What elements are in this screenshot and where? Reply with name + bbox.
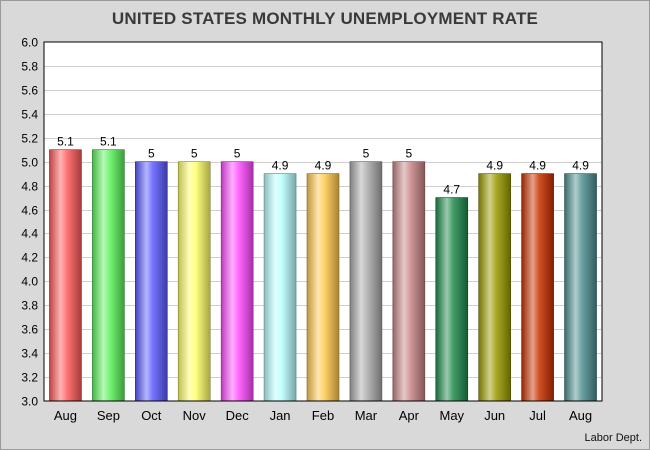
- data-label: 4.9: [272, 159, 289, 173]
- x-tick-label: Jul: [529, 408, 546, 423]
- x-tick-label: Aug: [54, 408, 77, 423]
- y-tick-label: 4.4: [21, 227, 38, 241]
- data-label: 4.7: [443, 183, 460, 197]
- y-tick-label: 4.6: [21, 204, 38, 218]
- data-label: 4.9: [529, 159, 546, 173]
- bar-mar-7: [349, 161, 383, 402]
- bar-nov-3: [177, 161, 211, 402]
- x-tick-label: Apr: [399, 408, 420, 423]
- bar-jul-11: [521, 173, 554, 402]
- data-label: 4.9: [486, 159, 503, 173]
- y-tick-label: 5.4: [21, 108, 38, 122]
- y-tick-label: 5.8: [21, 60, 38, 74]
- x-tick-label: Aug: [569, 408, 592, 423]
- data-label: 5: [148, 147, 155, 161]
- bars: [49, 149, 597, 402]
- y-tick-label: 6.0: [21, 36, 38, 50]
- plot-border: [43, 41, 603, 402]
- y-tick-label: 3.6: [21, 323, 38, 337]
- data-labels: 5.1 5.1 5 5 5 4.9 4.9 5 5 4.7 4.9 4.9 4.9: [57, 135, 589, 197]
- chart-title: UNITED STATES MONTHLY UNEMPLOYMENT RATE: [111, 9, 539, 28]
- x-tick-label: Feb: [312, 408, 334, 423]
- x-tick-label: Nov: [183, 408, 207, 423]
- bar-aug-12: [564, 173, 597, 402]
- x-tick-label: Jun: [484, 408, 505, 423]
- bar-oct-2: [135, 161, 168, 402]
- y-tick-label: 4.0: [21, 275, 38, 289]
- x-tick-label: Jan: [270, 408, 291, 423]
- y-tick-label: 3.0: [21, 395, 38, 409]
- data-label: 5.1: [57, 135, 74, 149]
- bar-aug-0: [49, 149, 82, 402]
- data-label: 4.9: [572, 159, 589, 173]
- data-label: 5: [363, 147, 370, 161]
- bar-sep-1: [92, 149, 125, 402]
- data-label: 5: [191, 147, 198, 161]
- bar-dec-4: [220, 161, 254, 402]
- y-tick-label: 3.8: [21, 299, 38, 313]
- y-tick-label: 4.8: [21, 180, 38, 194]
- y-tick-label: 5.6: [21, 84, 38, 98]
- y-tick-label: 3.4: [21, 347, 38, 361]
- y-tick-label: 3.2: [21, 371, 38, 385]
- y-tick-label: 4.2: [21, 251, 38, 265]
- x-tick-label: Dec: [226, 408, 250, 423]
- bar-jan-5: [263, 173, 297, 402]
- y-tick-label: 5.0: [21, 156, 38, 170]
- y-axis-ticks: 3.0 3.2 3.4 3.6 3.8 4.0 4.2 4.4 4.6 4.8 5.0 5.2 5.4 5…: [21, 36, 38, 409]
- data-label: 5.1: [100, 135, 117, 149]
- data-label: 5: [234, 147, 241, 161]
- x-axis-ticks: Aug Sep Oct Nov Dec Jan Feb Mar Apr May Jun Jul Aug: [54, 408, 592, 423]
- source-note: Labor Dept.: [584, 432, 642, 444]
- bar-apr-8: [392, 161, 426, 402]
- x-tick-label: May: [439, 408, 464, 423]
- x-tick-label: Mar: [355, 408, 378, 423]
- x-tick-label: Sep: [97, 408, 120, 423]
- bar-feb-6: [306, 173, 340, 402]
- data-label: 5: [406, 147, 413, 161]
- x-tick-label: Oct: [141, 408, 162, 423]
- bar-may-9: [435, 197, 469, 402]
- bar-jun-10: [478, 173, 511, 402]
- y-tick-label: 5.2: [21, 132, 38, 146]
- data-label: 4.9: [315, 159, 332, 173]
